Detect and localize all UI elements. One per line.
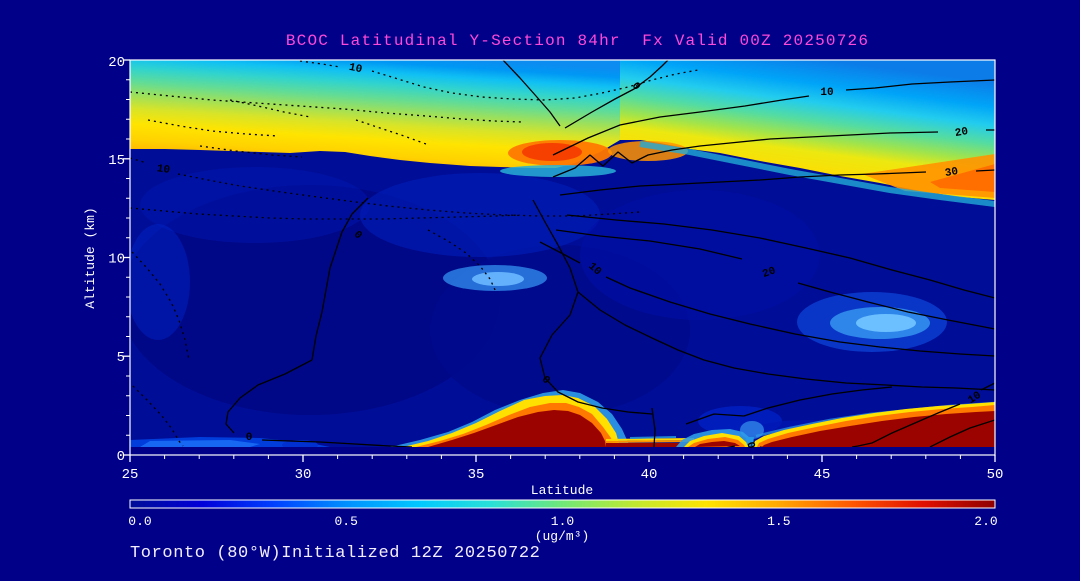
- y-tick-label: 0: [117, 449, 125, 465]
- colorbar-tick-label: 0.0: [128, 514, 151, 529]
- y-tick-label: 10: [108, 252, 125, 268]
- x-tick-label: 30: [295, 467, 312, 483]
- y-tick-label: 20: [108, 55, 125, 71]
- x-tick-label: 50: [987, 467, 1004, 483]
- contour-label: 10: [820, 87, 833, 99]
- contour-label: 20: [761, 265, 778, 281]
- contour-label: 0: [246, 432, 253, 444]
- colorbar-tick-label: 0.5: [334, 514, 357, 529]
- x-tick-label: 35: [468, 467, 485, 483]
- contour-label: 10: [156, 163, 171, 177]
- colorbar-tick-label: 1.5: [767, 514, 790, 529]
- y-tick-label: 5: [117, 350, 125, 366]
- x-tick-label: 45: [814, 467, 831, 483]
- filled-contour-field: [130, 60, 995, 447]
- y-axis-major-ticks: [123, 59, 130, 456]
- colorbar-units-label: (ug/m³): [535, 529, 590, 544]
- x-tick-label: 25: [122, 467, 139, 483]
- colorbar-tick-label: 1.0: [551, 514, 574, 529]
- x-axis-label: Latitude: [531, 483, 593, 498]
- contour-label: 30: [944, 166, 959, 180]
- x-axis-tick-labels: 25 30 35 40 45 50: [122, 467, 1004, 483]
- contour-value-labels: 10 10 0 10 20 30 10 20 0 0 0 0 10: [156, 62, 984, 450]
- colorbar: 0.0 0.5 1.0 1.5 2.0 (ug/m³): [128, 499, 998, 544]
- colorbar-tick-label: 2.0: [974, 514, 997, 529]
- y-axis-minor-ticks: [126, 79, 130, 436]
- plot-title: BCOC Latitudinal Y-Section 84hr Fx Valid…: [285, 32, 870, 50]
- x-tick-label: 40: [641, 467, 658, 483]
- y-tick-label: 15: [108, 153, 125, 169]
- x-axis-minor-ticks: [164, 455, 961, 459]
- y-axis-label: Altitude (km): [83, 207, 98, 308]
- contour-lines-solid: [225, 60, 995, 447]
- footer-init-text: Toronto (80°W)Initialized 12Z 20250722: [130, 544, 541, 563]
- x-axis-major-ticks: [129, 455, 996, 462]
- colorbar-tick-labels: 0.0 0.5 1.0 1.5 2.0: [128, 514, 997, 529]
- contour-label: 20: [954, 126, 969, 140]
- y-axis-tick-labels: 0 5 10 15 20: [108, 55, 125, 465]
- colorbar-gradient-bar: [129, 499, 996, 509]
- contour-label: 0: [743, 441, 756, 450]
- contour-lines-dotted: [130, 60, 699, 447]
- contour-label: 10: [348, 62, 363, 76]
